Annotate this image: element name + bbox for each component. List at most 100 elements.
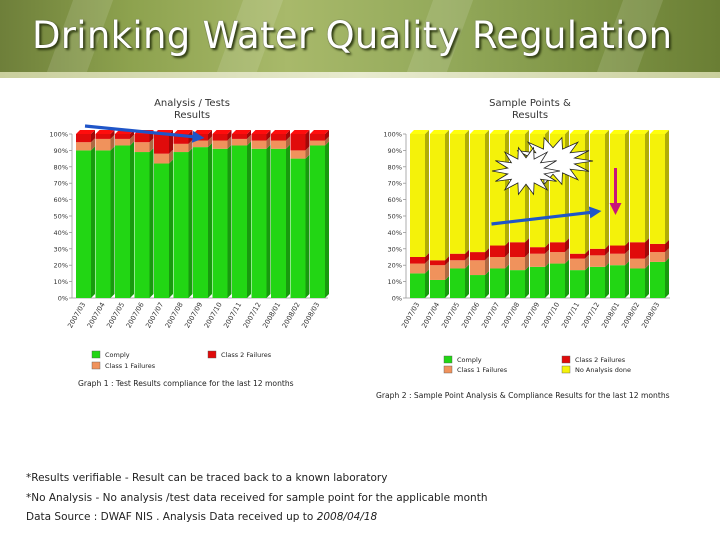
bar-segment xyxy=(154,163,169,298)
bar-side xyxy=(625,241,629,254)
bar-top xyxy=(212,130,232,134)
bar-side xyxy=(465,256,469,269)
x-tick-label: 2007/10 xyxy=(203,301,224,329)
title-banner: Drinking Water Quality Regulation xyxy=(0,0,720,72)
bar-segment xyxy=(490,134,505,246)
x-tick-label: 2007/09 xyxy=(520,301,541,329)
legend-swatch xyxy=(91,350,101,359)
bar-side xyxy=(286,136,290,149)
y-tick-label: 100% xyxy=(49,131,68,139)
bar-side xyxy=(585,254,589,271)
bar-segment xyxy=(251,148,267,298)
bar-segment xyxy=(550,263,565,298)
bar-side xyxy=(445,275,449,298)
note-no-analysis: *No Analysis - No analysis /test data re… xyxy=(26,492,488,504)
bar-segment xyxy=(510,242,525,257)
bar-side xyxy=(485,248,489,261)
bar-segment xyxy=(490,257,505,269)
bar-top xyxy=(76,130,95,134)
bar-segment xyxy=(173,134,189,144)
x-tick-label: 2007/04 xyxy=(86,301,107,329)
bar-side xyxy=(325,141,329,298)
legend-swatch xyxy=(561,355,571,364)
bar-segment xyxy=(115,134,130,139)
bar-segment xyxy=(590,255,605,267)
bar-segment xyxy=(95,150,111,298)
y-tick-label: 0% xyxy=(58,295,68,303)
x-tick-label: 2007/10 xyxy=(540,301,561,329)
bar-side xyxy=(425,259,429,274)
x-tick-label: 2007/07 xyxy=(144,301,165,329)
y-tick-label: 70% xyxy=(54,180,68,188)
bar-side xyxy=(325,130,329,141)
trend-arrow-shaft xyxy=(84,124,197,139)
bar-top xyxy=(251,130,271,134)
chart-caption: Graph 1 : Test Results compliance for th… xyxy=(78,379,294,388)
title-underline xyxy=(0,72,720,78)
bar-segment xyxy=(630,134,645,243)
bar-segment xyxy=(430,260,445,266)
bar-segment xyxy=(610,265,625,298)
bar-side xyxy=(625,261,629,298)
x-tick-label: 2008/01 xyxy=(600,301,621,329)
x-tick-label: 2007/09 xyxy=(183,301,204,329)
bar-side xyxy=(645,238,649,259)
bar-segment xyxy=(232,145,247,298)
bar-side xyxy=(188,148,193,298)
bar-segment xyxy=(450,260,465,269)
bar-side xyxy=(525,266,529,298)
bar-side xyxy=(565,248,569,264)
bar-side xyxy=(585,266,589,298)
trend-arrow-shaft xyxy=(491,210,594,226)
starburst-callout-2 xyxy=(491,146,561,196)
x-tick-label: 2007/03 xyxy=(66,301,87,329)
bar-segment xyxy=(450,134,465,254)
bar-side xyxy=(645,264,649,298)
bar-segment xyxy=(530,266,545,298)
bar-side xyxy=(465,130,469,254)
x-tick-label: 2007/04 xyxy=(420,301,441,329)
bar-side xyxy=(227,144,232,298)
bar-top xyxy=(530,130,549,134)
bar-side xyxy=(505,241,509,257)
bar-top xyxy=(650,130,669,134)
bar-side xyxy=(665,130,669,244)
bar-side xyxy=(325,136,329,146)
bar-segment xyxy=(212,134,228,141)
bar-segment xyxy=(173,152,189,298)
legend-swatch xyxy=(207,350,217,359)
bar-side xyxy=(465,249,469,261)
bar-segment xyxy=(76,134,91,143)
legend-label: Comply xyxy=(105,351,130,359)
legend-swatch xyxy=(561,365,571,374)
bar-side xyxy=(565,238,569,253)
chart-title-line: Results xyxy=(512,110,548,121)
bar-side xyxy=(110,130,115,139)
x-tick-label: 2007/05 xyxy=(105,301,126,329)
bar-segment xyxy=(650,252,665,262)
bar-top xyxy=(430,130,449,134)
bar-side xyxy=(286,144,290,298)
bar-segment xyxy=(510,257,525,271)
bar-side xyxy=(169,159,173,298)
x-tick-label: 2007/05 xyxy=(440,301,461,329)
legend-label: Class 1 Failures xyxy=(457,366,508,374)
bar-side xyxy=(505,264,509,298)
bar-segment xyxy=(134,142,150,153)
bar-segment xyxy=(630,258,645,269)
bar-segment xyxy=(154,134,169,154)
bar-side xyxy=(585,130,589,254)
bar-segment xyxy=(490,245,505,257)
y-tick-label: 60% xyxy=(54,196,68,204)
bar-segment xyxy=(134,134,150,143)
legend-label: Class 1 Failures xyxy=(105,362,156,370)
bar-side xyxy=(645,130,649,243)
bar-top xyxy=(470,130,489,134)
bar-segment xyxy=(232,138,247,146)
bar-segment xyxy=(450,253,465,261)
bar-side xyxy=(266,130,271,141)
x-tick-label: 2008/01 xyxy=(261,301,282,329)
bar-side xyxy=(91,146,95,298)
bar-segment xyxy=(570,253,585,259)
